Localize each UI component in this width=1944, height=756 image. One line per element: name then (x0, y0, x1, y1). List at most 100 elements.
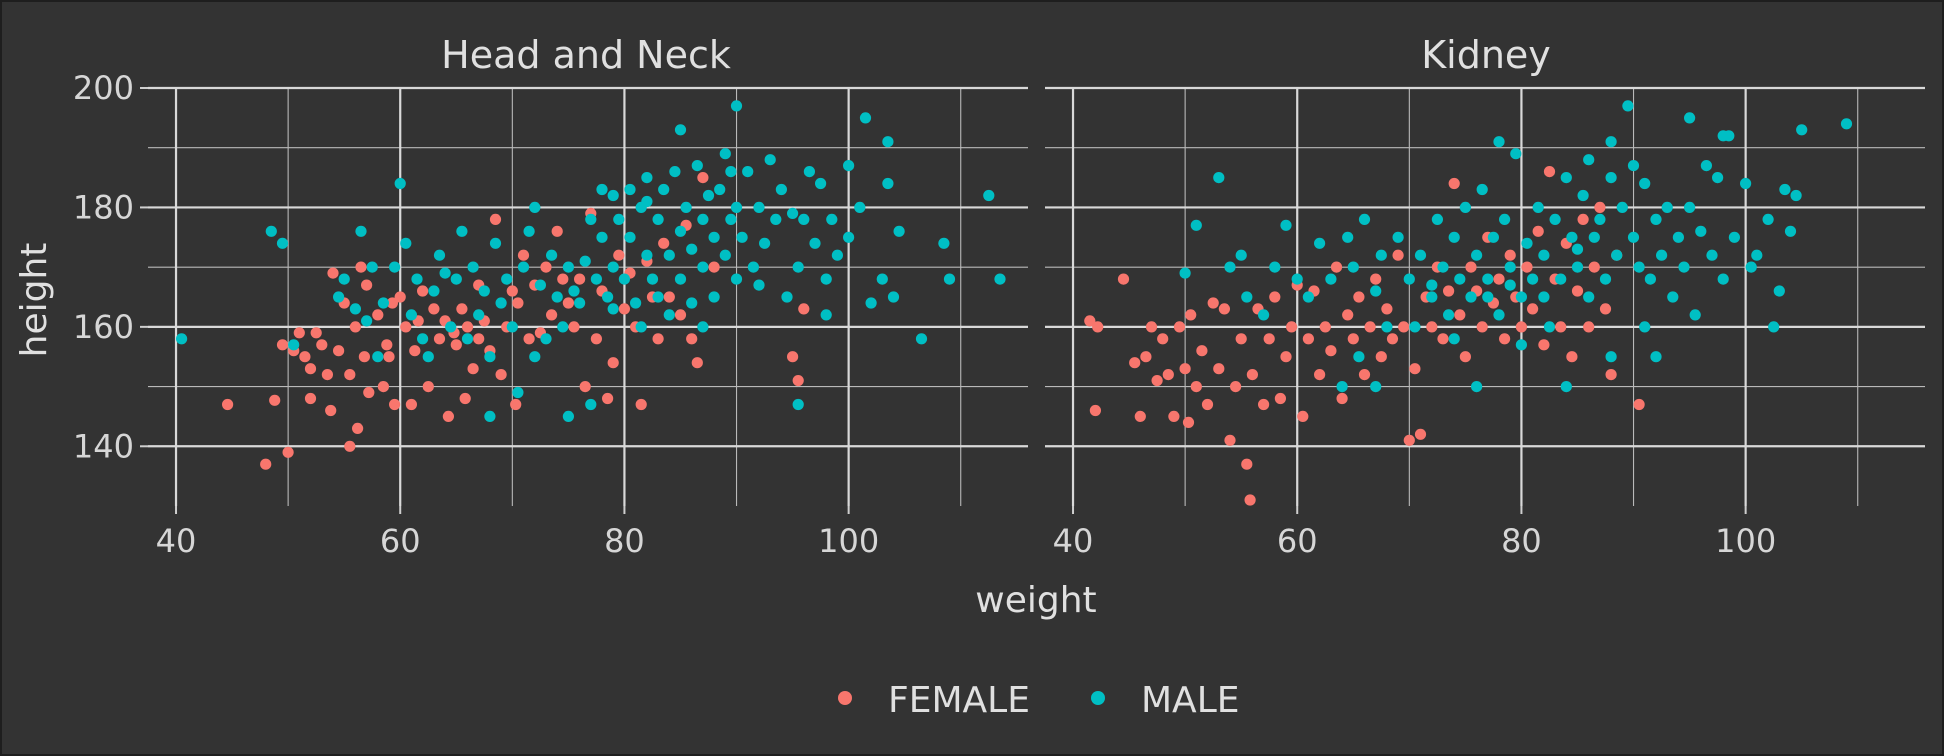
point-male (1465, 291, 1477, 303)
point-female (1286, 321, 1298, 333)
point-female (708, 261, 720, 273)
point-female (428, 303, 440, 315)
legend-label-male: MALE (1141, 680, 1240, 721)
point-male (798, 213, 810, 225)
point-male (624, 231, 636, 243)
point-male (1476, 183, 1488, 196)
point-female (282, 446, 294, 458)
point-female (355, 261, 367, 273)
point-male (1358, 213, 1371, 225)
point-male (820, 273, 832, 285)
point-male (338, 273, 350, 285)
point-male (1370, 285, 1382, 297)
point-male (882, 177, 894, 190)
x-axis-panel-1: 40 60 80 100 (1053, 506, 1776, 560)
point-female (333, 345, 345, 357)
point-male (551, 291, 563, 303)
point-male (1661, 201, 1673, 213)
point-female (1392, 249, 1404, 261)
point-female (495, 369, 507, 381)
point-male (1454, 273, 1466, 285)
point-female (579, 381, 591, 393)
point-male (439, 267, 451, 279)
x-axis-title: weight (975, 580, 1096, 621)
point-female (1504, 249, 1516, 261)
point-female (1476, 321, 1488, 333)
point-male (708, 291, 720, 303)
point-female (422, 381, 434, 393)
point-female (1213, 363, 1225, 375)
point-male (719, 249, 731, 261)
point-female (316, 339, 328, 351)
point-male (725, 166, 737, 178)
point-male (826, 213, 838, 225)
point-male (596, 183, 608, 196)
point-male (674, 273, 687, 285)
point-male (1482, 273, 1494, 285)
point-male (276, 237, 289, 249)
point-female (1459, 351, 1471, 363)
point-male (411, 273, 423, 285)
point-female (456, 303, 468, 315)
point-female (381, 339, 393, 351)
point-male (1560, 172, 1572, 184)
point-female (1364, 321, 1376, 333)
point-female (1089, 404, 1101, 417)
point-female (1319, 321, 1331, 333)
point-female (1246, 369, 1258, 381)
y-tick-label-140: 140 (73, 427, 134, 465)
point-female (607, 357, 619, 369)
point-male (663, 249, 675, 261)
point-female (512, 297, 524, 309)
point-male (938, 237, 950, 249)
point-female (1375, 351, 1387, 363)
point-male (652, 213, 664, 225)
point-male (730, 273, 743, 285)
point-male (674, 124, 687, 136)
point-male (1627, 231, 1640, 243)
point-male (1678, 261, 1690, 273)
point-male (1768, 321, 1780, 333)
point-male (366, 261, 378, 273)
point-male (1605, 351, 1617, 363)
point-female (1493, 273, 1505, 285)
point-male (1706, 249, 1718, 261)
point-female (325, 404, 337, 417)
x-axis-panel-0: 40 60 80 100 (156, 506, 879, 560)
point-male (736, 231, 748, 243)
point-female (686, 333, 698, 345)
point-female (1269, 291, 1281, 303)
legend-key-male (1091, 691, 1105, 705)
point-male (792, 261, 804, 273)
point-male (529, 201, 541, 213)
point-female (1330, 261, 1343, 273)
panel-0-grid (148, 86, 1028, 506)
point-male (607, 303, 619, 315)
point-female (1179, 363, 1191, 375)
panel-0-points (176, 100, 1006, 470)
point-female (1347, 333, 1359, 345)
point-female (1196, 345, 1208, 357)
point-female (1342, 309, 1354, 321)
y-tick-label-160: 160 (73, 308, 134, 346)
point-female (363, 386, 375, 399)
point-male (697, 213, 709, 225)
point-female (1532, 225, 1544, 237)
point-male (355, 225, 367, 237)
point-female (1201, 398, 1214, 411)
point-male (1644, 273, 1656, 285)
point-male (1342, 231, 1354, 243)
point-female (1555, 321, 1567, 333)
point-male (764, 154, 776, 166)
point-male (1179, 267, 1191, 279)
point-male (478, 285, 490, 297)
point-female (1398, 321, 1410, 333)
point-male (1751, 249, 1763, 261)
point-male (529, 351, 541, 363)
point-female (1241, 458, 1253, 470)
point-male (624, 183, 636, 196)
point-male (652, 291, 664, 303)
point-male (607, 189, 619, 202)
point-male (730, 100, 743, 112)
